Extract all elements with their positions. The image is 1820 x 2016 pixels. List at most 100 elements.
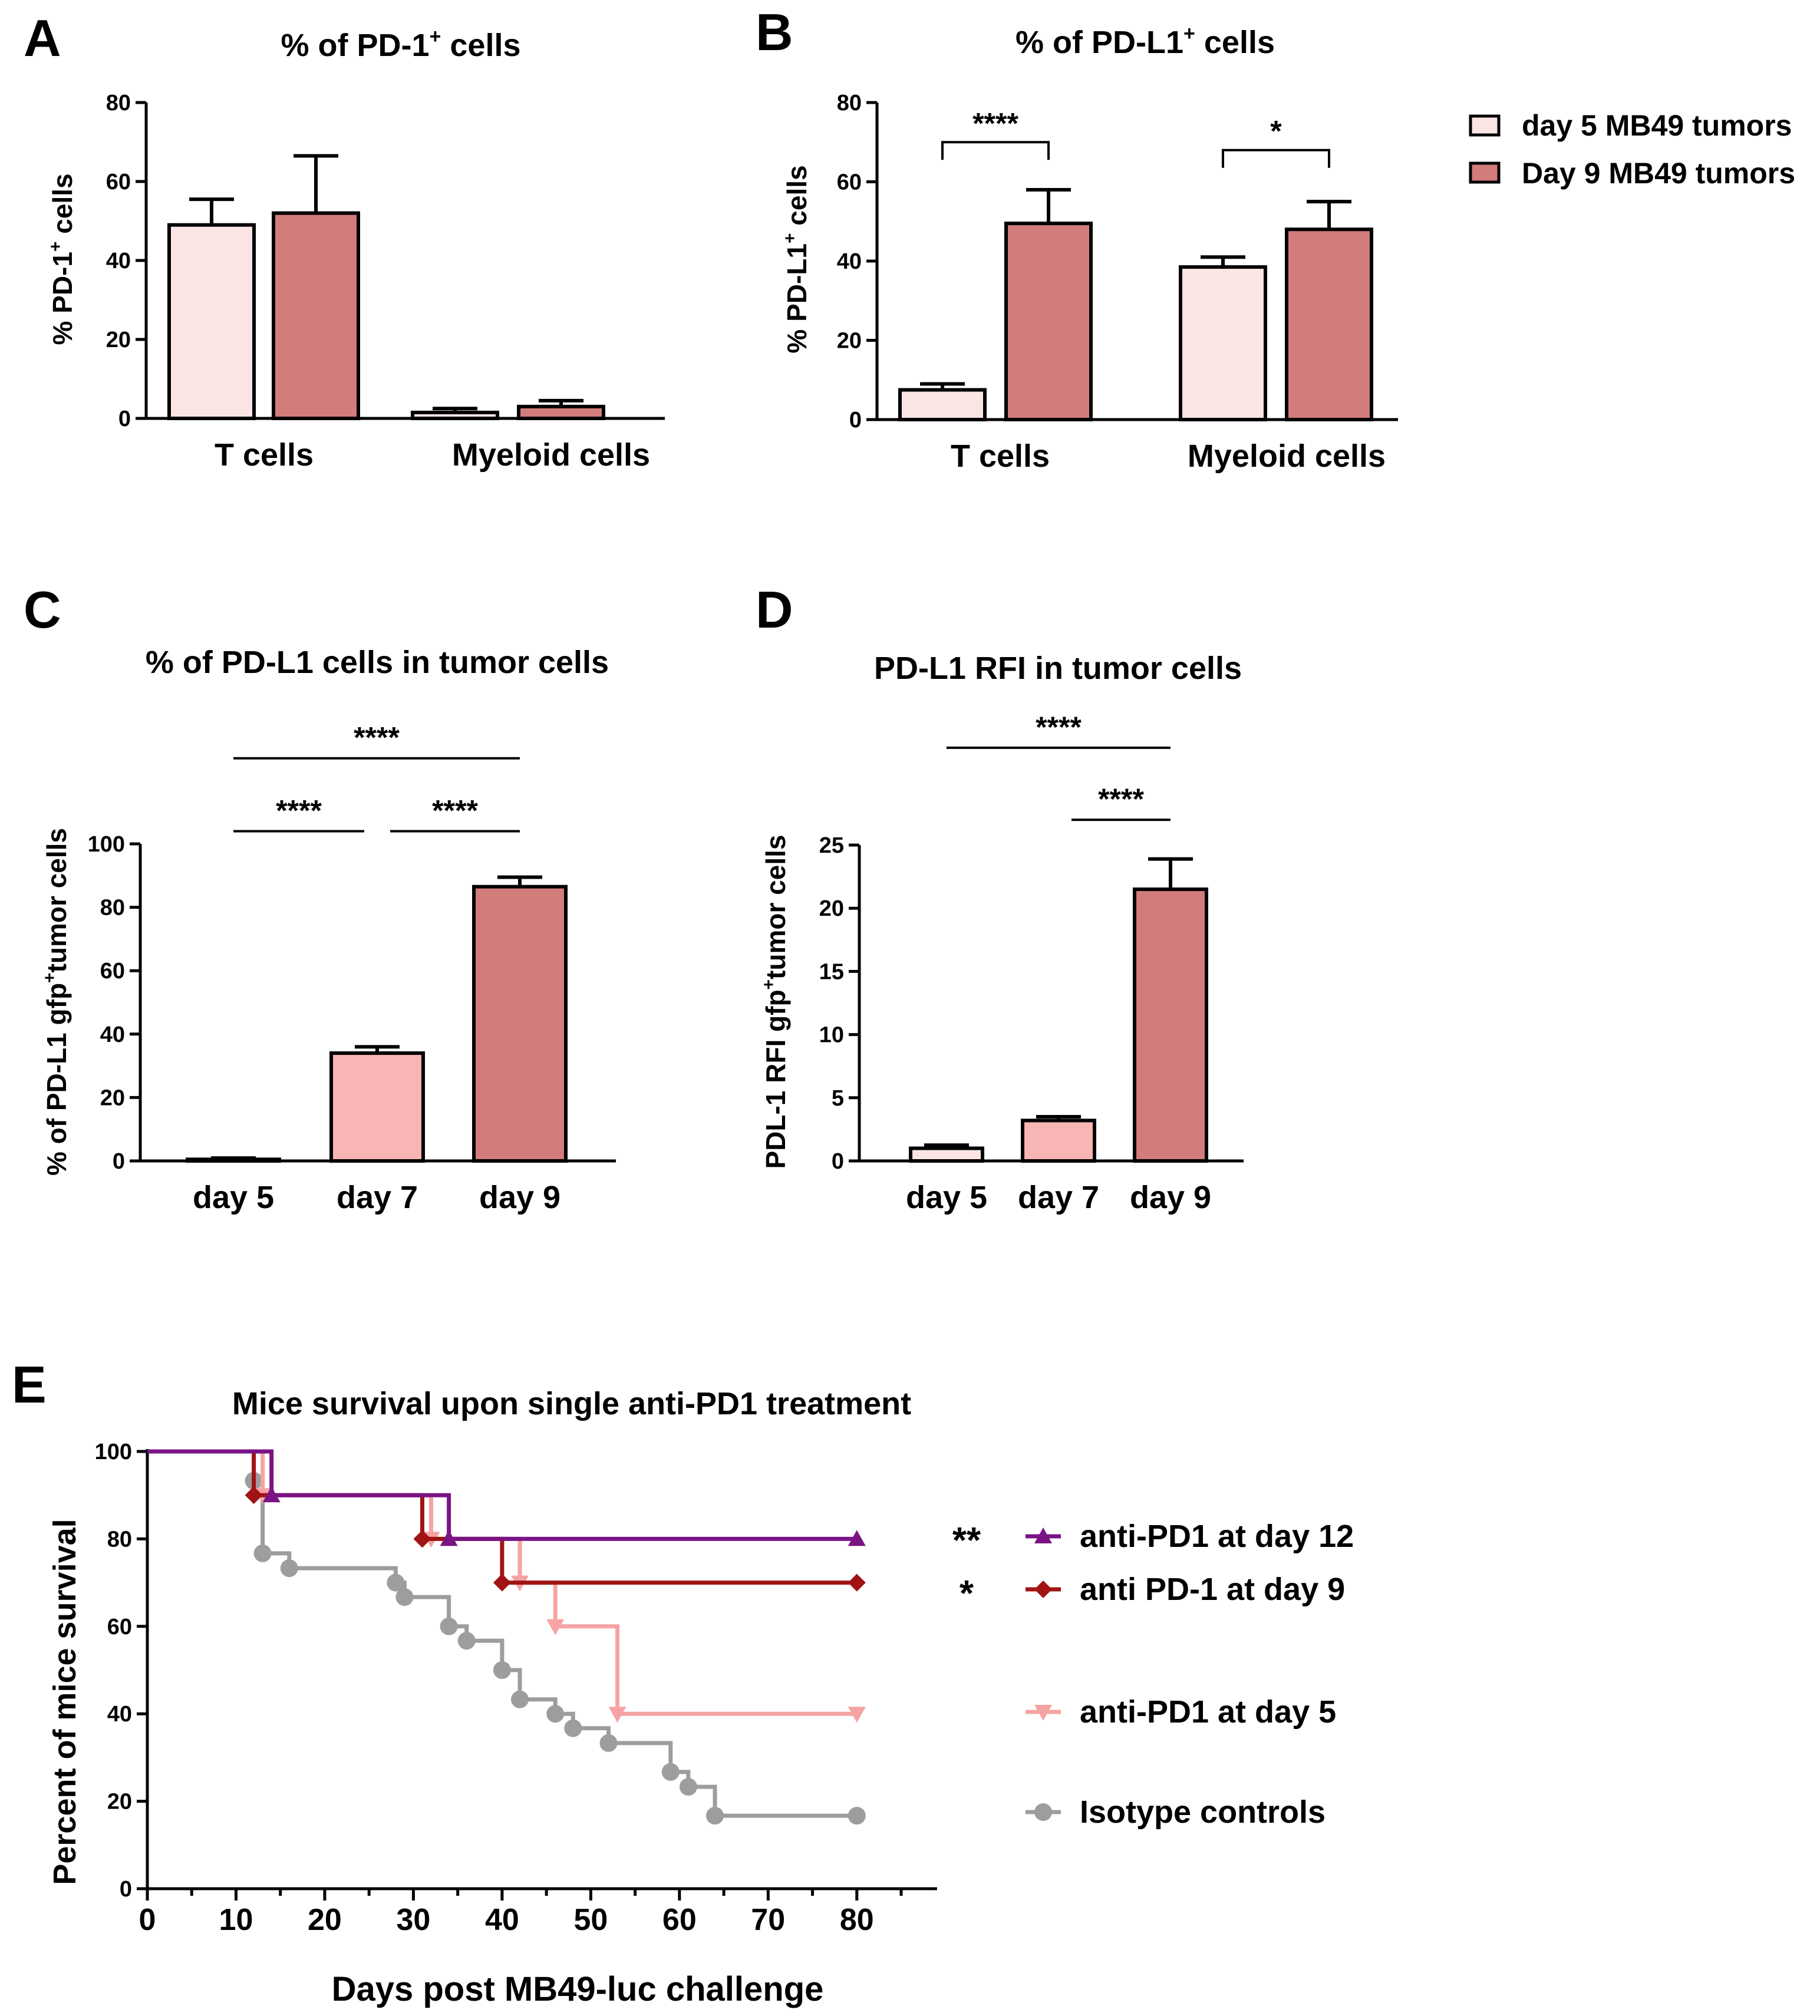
panel-e-marker xyxy=(608,1707,627,1723)
panel-d-ytick-label: 25 xyxy=(819,833,844,858)
panel-d-sig-label: **** xyxy=(1098,783,1144,816)
panel-b-ytick-label: 40 xyxy=(837,249,862,274)
legend-e-marker xyxy=(1034,1581,1052,1598)
panel-c-ytick-label: 40 xyxy=(100,1022,125,1047)
panel-e-xtick-label: 40 xyxy=(485,1903,519,1937)
panel-e-ylabel: Percent of mice survival xyxy=(47,1519,83,1885)
legend-ab: day 5 MB49 tumors Day 9 MB49 tumors xyxy=(1469,109,1795,190)
panel-b-bar xyxy=(1179,265,1267,421)
panel-a-bar xyxy=(517,404,605,421)
panel-e-series-line xyxy=(147,1449,857,1716)
panel-e-xtick-label: 50 xyxy=(573,1903,608,1937)
panel-c-category-label: day 9 xyxy=(479,1180,560,1215)
panel-d-bar xyxy=(1021,1118,1096,1163)
panel-c-category-label: day 5 xyxy=(193,1180,274,1215)
panel-d-category-label: day 9 xyxy=(1130,1180,1211,1215)
panel-e-marker xyxy=(395,1588,414,1606)
panel-c-title: % of PD-L1 cells in tumor cells xyxy=(146,645,609,680)
panel-e-xtick-label: 80 xyxy=(840,1903,874,1937)
panel-b-bar xyxy=(1285,227,1373,421)
panel-c-plot: 0 20 40 60 80 100 day 5 day 7 day 9 **** **** **** xyxy=(88,721,616,1215)
panel-e-series-line xyxy=(147,1449,857,1818)
panel-d-sig-label: **** xyxy=(1036,711,1082,744)
panel-c-ytick-label: 80 xyxy=(100,896,125,920)
panel-c-sig-label: **** xyxy=(276,794,322,827)
panel-c-ytick-label: 60 xyxy=(100,959,125,984)
panel-c-ylabel: % of PD-L1 gfp+tumor cells xyxy=(40,828,72,1176)
panel-d-category-label: day 7 xyxy=(1018,1180,1099,1215)
panel-e-marker xyxy=(848,1573,866,1592)
panel-e-marker xyxy=(546,1619,565,1635)
panel-b-ytick-label: 0 xyxy=(849,408,862,433)
panel-d-category-label: day 5 xyxy=(906,1180,987,1215)
panel-b-sig-label: **** xyxy=(972,107,1018,140)
panel-e-ytick-label: 60 xyxy=(107,1615,132,1639)
panel-b-ytick-label: 80 xyxy=(837,91,862,116)
panel-d-plot: 0 5 10 15 20 25 day 5 day 7 day 9 **** **** xyxy=(819,711,1244,1215)
legend-e-label: anti-PD1 at day 12 xyxy=(1080,1519,1354,1554)
panel-letter-e: E xyxy=(12,1355,47,1414)
legend-e-label: Isotype controls xyxy=(1080,1794,1326,1830)
panel-d-ytick-label: 20 xyxy=(819,896,844,921)
panel-e-title: Mice survival upon single anti-PD1 treat… xyxy=(232,1386,911,1421)
panel-b-bar xyxy=(898,388,987,421)
panel-e-marker xyxy=(848,1707,866,1723)
legend-swatch-day9 xyxy=(1469,161,1501,184)
panel-b-sig-bracket xyxy=(941,141,1050,160)
panel-d-bar xyxy=(909,1146,984,1163)
panel-b-sig-bracket xyxy=(1222,149,1330,168)
panel-e-marker xyxy=(679,1778,697,1796)
legend-e-sig: * xyxy=(960,1573,974,1614)
panel-e-xtick-label: 60 xyxy=(662,1903,697,1937)
legend-e-marker xyxy=(1034,1803,1052,1821)
panel-a-category-label: T cells xyxy=(215,437,314,473)
panel-e-ytick-label: 40 xyxy=(107,1702,132,1727)
panel-b-ylabel: % PD-L1+ cells xyxy=(780,165,812,353)
panel-e-marker xyxy=(457,1632,476,1650)
panel-c-bar xyxy=(472,885,568,1163)
panel-c-ytick-label: 20 xyxy=(100,1085,125,1110)
panel-e-marker xyxy=(661,1763,680,1781)
legend-label-day5: day 5 MB49 tumors xyxy=(1522,109,1792,142)
panel-b-ytick-label: 60 xyxy=(837,170,862,195)
panel-e-xtick-label: 30 xyxy=(397,1903,431,1937)
panel-c-ytick-label: 0 xyxy=(113,1149,125,1174)
panel-a-bar xyxy=(411,410,499,421)
panel-e-xtick-label: 70 xyxy=(751,1903,785,1937)
legend-swatch-day5 xyxy=(1469,114,1501,137)
panel-e-marker xyxy=(245,1486,263,1504)
panel-e-marker xyxy=(387,1573,405,1592)
panel-e-marker xyxy=(493,1573,511,1592)
panel-letter-a: A xyxy=(24,9,61,67)
panel-e-marker xyxy=(848,1530,866,1546)
panel-e-marker xyxy=(848,1807,866,1825)
panel-e-xlabel: Days post MB49-luc challenge xyxy=(332,1970,824,2008)
panel-a-bar xyxy=(272,211,360,420)
panel-e-plot: 0 20 40 60 80 100 0 10 20 30 40 50 60 70 80 xyxy=(95,1440,937,1937)
panel-a-category-label: Myeloid cells xyxy=(452,437,650,473)
panel-e-marker xyxy=(599,1734,618,1752)
panel-b-bar xyxy=(1004,222,1093,421)
panel-letter-c: C xyxy=(24,580,61,639)
panel-e-marker xyxy=(546,1705,565,1723)
panel-b-category-label: T cells xyxy=(951,438,1050,474)
panel-e-xtick-label: 20 xyxy=(308,1903,342,1937)
panel-a-ylabel: % PD-1+ cells xyxy=(46,173,78,345)
panel-e-marker xyxy=(510,1690,529,1708)
panel-e-ytick-label: 80 xyxy=(107,1527,132,1552)
panel-e-marker xyxy=(440,1617,458,1635)
panel-e-marker xyxy=(413,1530,431,1548)
panel-a-ytick-label: 40 xyxy=(106,249,131,273)
panel-a-plot: 0 20 40 60 80 T cells Myeloid cells xyxy=(106,91,665,473)
panel-d-ytick-label: 15 xyxy=(819,959,844,984)
panel-e-ytick-label: 100 xyxy=(95,1440,132,1464)
panel-c-bar xyxy=(329,1051,425,1163)
legend-e-marker xyxy=(1034,1705,1052,1721)
panel-e-xtick-label: 10 xyxy=(219,1903,253,1937)
panel-d-ytick-label: 0 xyxy=(832,1149,844,1174)
panel-b-ytick-label: 20 xyxy=(837,329,862,354)
panel-c-sig-label: **** xyxy=(432,794,478,827)
panel-e-marker xyxy=(706,1807,724,1825)
